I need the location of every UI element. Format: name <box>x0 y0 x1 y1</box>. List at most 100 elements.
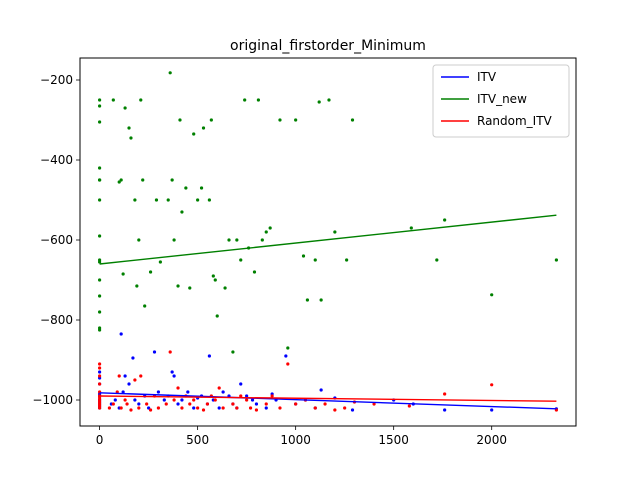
data-point-Random_ITV-62 <box>490 383 494 387</box>
data-point-ITV_new-23 <box>135 284 139 288</box>
data-point-ITV-43 <box>245 394 249 398</box>
data-point-ITV_new-63 <box>294 118 298 122</box>
data-point-Random_ITV-29 <box>172 398 176 402</box>
data-point-ITV_new-10 <box>98 294 102 298</box>
data-point-Random_ITV-55 <box>323 402 327 406</box>
data-point-ITV-31 <box>192 406 196 410</box>
data-point-ITV_new-70 <box>333 230 337 234</box>
data-point-Random_ITV-57 <box>343 406 347 410</box>
data-point-ITV_new-75 <box>443 218 447 222</box>
data-point-ITV_new-5 <box>98 198 102 202</box>
data-point-ITV_new-26 <box>141 178 145 182</box>
data-point-Random_ITV-30 <box>176 386 180 390</box>
data-point-ITV-42 <box>239 382 243 386</box>
data-point-ITV-24 <box>162 398 166 402</box>
data-point-ITV_new-58 <box>260 238 264 242</box>
data-point-Random_ITV-37 <box>205 402 210 406</box>
data-point-ITV_new-15 <box>111 98 115 102</box>
data-point-ITV_new-49 <box>223 286 227 290</box>
data-point-Random_ITV-43 <box>235 406 239 410</box>
data-point-Random_ITV-22 <box>139 374 143 378</box>
data-point-ITV-13 <box>119 332 123 336</box>
data-point-Random_ITV-44 <box>239 394 243 398</box>
data-point-Random_ITV-49 <box>270 394 274 398</box>
data-point-Random_ITV-17 <box>123 398 127 402</box>
data-point-ITV_new-66 <box>313 258 317 262</box>
data-point-Random_ITV-20 <box>133 378 137 382</box>
plot-area <box>98 71 558 412</box>
data-point-ITV-26 <box>170 370 174 374</box>
data-point-Random_ITV-39 <box>213 398 217 402</box>
data-point-ITV-30 <box>186 390 190 394</box>
legend: ITV ITV_new Random_ITV <box>432 64 570 138</box>
data-point-ITV_new-64 <box>301 254 306 258</box>
data-point-Random_ITV-12 <box>107 406 112 410</box>
data-point-Random_ITV-26 <box>156 406 161 410</box>
data-point-ITV_new-37 <box>180 210 184 214</box>
data-point-Random_ITV-42 <box>231 402 235 406</box>
data-point-ITV_new-18 <box>121 272 125 276</box>
data-point-ITV-15 <box>123 374 127 378</box>
y-tick-label: −600 <box>40 233 73 247</box>
data-point-ITV_new-29 <box>154 198 159 202</box>
data-point-ITV-18 <box>133 398 137 402</box>
data-point-ITV_new-27 <box>143 304 147 308</box>
data-point-ITV-45 <box>254 402 259 406</box>
data-point-ITV_new-61 <box>278 118 282 122</box>
data-point-ITV-27 <box>172 374 176 378</box>
data-point-ITV_new-62 <box>286 346 290 350</box>
data-point-ITV_new-25 <box>139 98 143 102</box>
y-tick-label: −800 <box>40 313 73 327</box>
data-point-ITV_new-72 <box>350 118 355 122</box>
data-point-ITV_new-47 <box>213 278 217 282</box>
data-point-ITV_new-33 <box>170 178 174 182</box>
data-point-Random_ITV-10 <box>98 396 102 400</box>
series-ITV_new-points <box>98 71 558 354</box>
data-point-Random_ITV-61 <box>443 392 447 396</box>
data-point-ITV_new-35 <box>176 284 180 288</box>
data-point-ITV_new-24 <box>137 238 141 242</box>
data-point-Random_ITV-36 <box>201 408 206 412</box>
data-point-ITV_new-48 <box>215 314 219 318</box>
data-point-ITV_new-43 <box>201 126 206 130</box>
data-point-Random_ITV-50 <box>278 406 282 410</box>
data-point-ITV_new-42 <box>199 186 204 190</box>
data-point-Random_ITV-59 <box>372 402 376 406</box>
data-point-Random_ITV-9 <box>98 400 102 404</box>
data-point-ITV_new-16 <box>117 180 121 184</box>
data-point-Random_ITV-56 <box>333 408 337 412</box>
y-tick-label: −1000 <box>32 393 73 407</box>
data-point-ITV_new-50 <box>227 238 231 242</box>
data-point-ITV_new-44 <box>209 118 213 122</box>
data-point-ITV_new-36 <box>178 118 182 122</box>
data-point-ITV_new-56 <box>252 270 257 274</box>
data-point-ITV-38 <box>221 390 225 394</box>
legend-box <box>432 64 570 138</box>
data-point-ITV_new-74 <box>435 258 439 262</box>
data-point-ITV_new-68 <box>319 298 323 302</box>
data-point-Random_ITV-11 <box>98 404 102 408</box>
data-point-ITV-59 <box>490 408 494 412</box>
data-point-ITV_new-14 <box>98 178 102 182</box>
data-point-ITV_new-19 <box>123 106 127 110</box>
data-point-ITV_new-71 <box>345 258 349 262</box>
data-point-Random_ITV-40 <box>217 386 221 390</box>
data-point-Random_ITV-47 <box>254 408 259 412</box>
data-point-ITV_new-21 <box>129 136 133 140</box>
data-point-Random_ITV-15 <box>117 374 121 378</box>
x-tick-label: 1500 <box>378 433 409 447</box>
data-point-Random_ITV-51 <box>286 362 290 366</box>
data-point-ITV_new-30 <box>158 260 162 264</box>
data-point-ITV-21 <box>147 406 151 410</box>
data-point-ITV_new-73 <box>409 226 413 230</box>
data-point-ITV_new-76 <box>490 293 494 297</box>
x-axis: 0 500 1000 1500 2000 <box>96 426 507 447</box>
data-point-ITV-35 <box>207 354 211 358</box>
data-point-ITV_new-52 <box>235 238 239 242</box>
data-point-Random_ITV-7 <box>98 366 102 370</box>
data-point-ITV_new-39 <box>188 286 192 290</box>
data-point-ITV_new-69 <box>327 98 331 102</box>
data-point-ITV_new-77 <box>554 258 558 262</box>
data-point-ITV_new-20 <box>127 126 131 130</box>
